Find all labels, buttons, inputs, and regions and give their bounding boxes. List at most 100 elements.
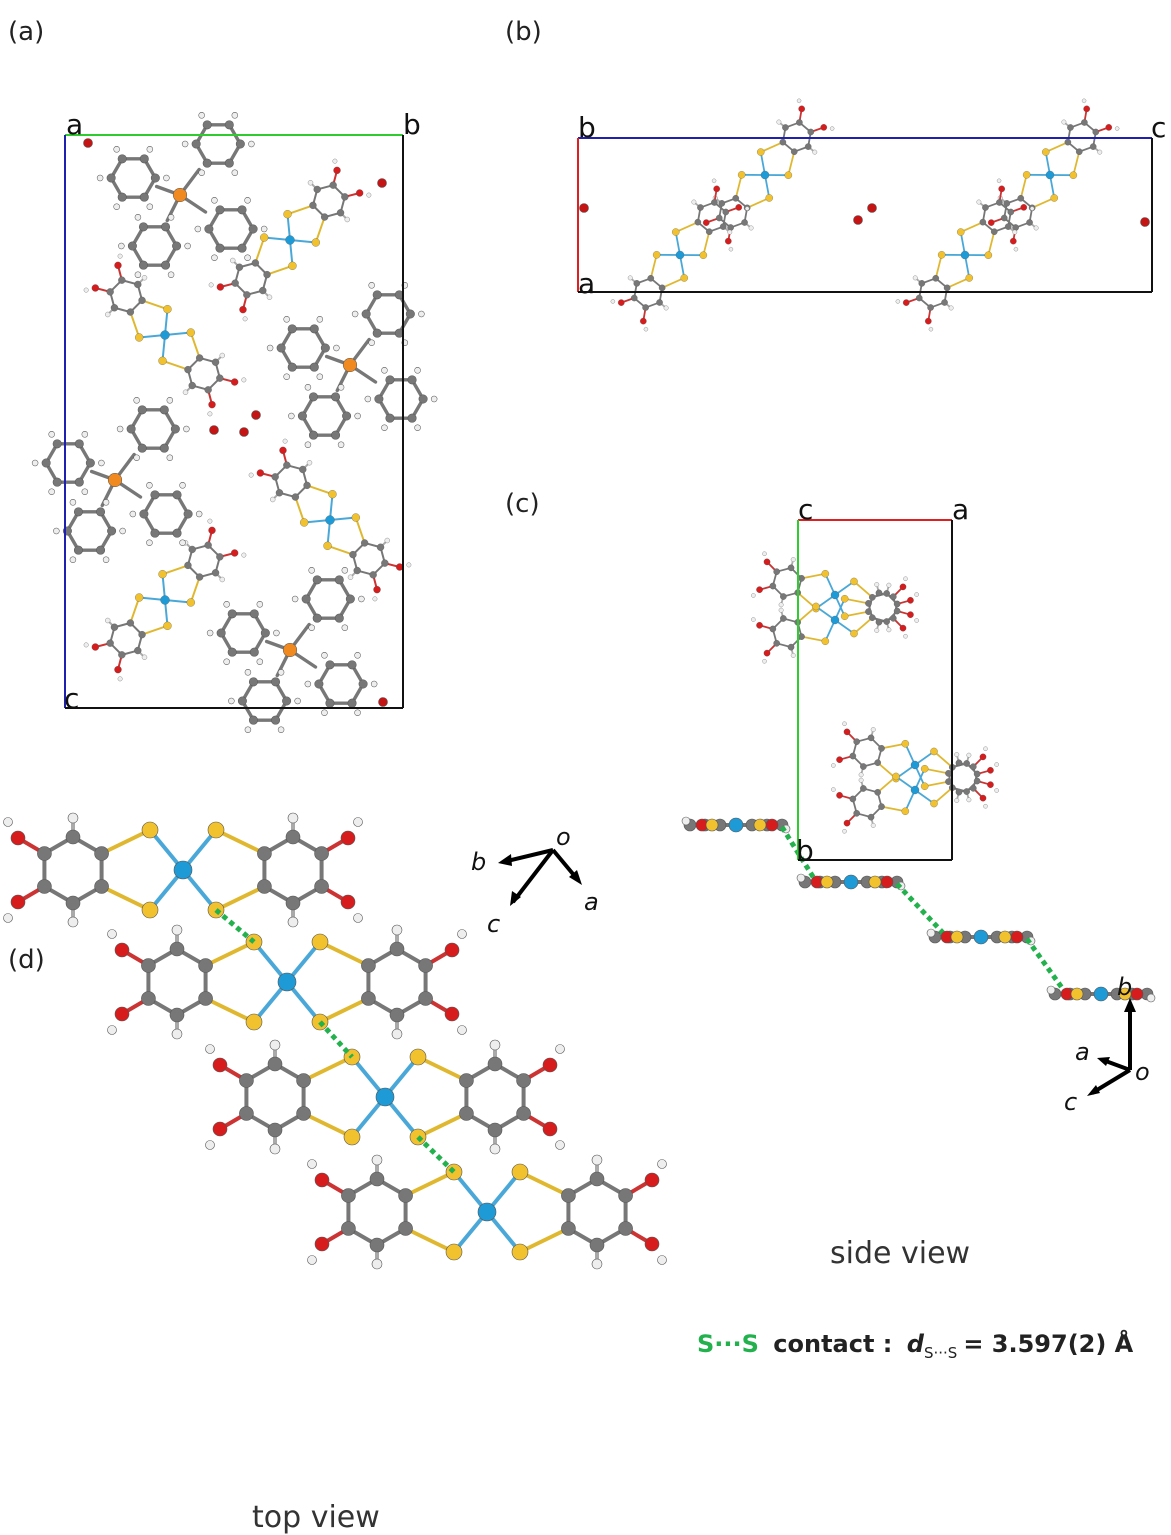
bond (643, 255, 665, 278)
atom (315, 880, 329, 894)
atom (956, 227, 966, 237)
bond (1032, 191, 1054, 214)
atom (271, 716, 280, 725)
atom (83, 287, 89, 293)
atom (854, 216, 863, 225)
atom (376, 1088, 394, 1106)
atom (724, 237, 733, 246)
atom (157, 355, 168, 366)
atom (228, 648, 237, 657)
atom (298, 412, 307, 421)
contact-value: = 3.597(2) Å (963, 1329, 1133, 1358)
atom (543, 1058, 557, 1072)
bond (980, 232, 1002, 255)
atom (32, 460, 38, 466)
atom (113, 260, 123, 270)
atom (66, 830, 80, 844)
atom (1141, 218, 1150, 227)
atom (951, 931, 963, 943)
atom (11, 831, 25, 845)
atom (652, 250, 662, 260)
atom (341, 895, 355, 909)
axis-label: a (584, 888, 599, 916)
atom (216, 206, 225, 215)
atom (445, 943, 459, 957)
atom (103, 557, 109, 563)
atom (292, 596, 298, 602)
atom (728, 246, 734, 252)
atom (310, 363, 319, 372)
atom (907, 596, 915, 604)
atom (134, 592, 145, 603)
atom (90, 283, 100, 293)
atom (994, 762, 999, 767)
atom (118, 193, 127, 202)
cell-label: c (798, 493, 813, 526)
atom (203, 121, 212, 130)
atom (381, 367, 387, 373)
atom (118, 243, 124, 249)
atom (592, 1155, 602, 1165)
atom (120, 528, 126, 534)
atom (268, 1057, 282, 1071)
atom (987, 781, 995, 789)
bond (882, 801, 906, 817)
atom (250, 648, 258, 657)
atom (248, 472, 254, 478)
atom (619, 1222, 633, 1236)
atom (135, 214, 141, 220)
bond (780, 152, 802, 175)
axis-label: a (1075, 1038, 1090, 1066)
atom (490, 1040, 500, 1050)
atom (914, 618, 919, 623)
bond (728, 175, 750, 198)
atom (4, 818, 13, 827)
atom (674, 249, 685, 260)
atom (108, 1026, 117, 1035)
atom (778, 607, 784, 613)
atom (284, 316, 290, 322)
atom (114, 204, 120, 210)
atom (842, 721, 847, 726)
atom (95, 880, 109, 894)
atom (173, 188, 187, 202)
atom (886, 627, 892, 633)
atom (331, 431, 340, 440)
atom (1013, 246, 1019, 252)
atom (415, 425, 421, 431)
contact-symbol: d (907, 1330, 925, 1358)
atom (645, 1237, 659, 1251)
atom (211, 197, 217, 203)
atom (207, 400, 217, 410)
atom (207, 411, 213, 417)
bond (802, 631, 826, 647)
atom (313, 614, 322, 623)
panel-label: (c) (505, 489, 540, 519)
atom (257, 880, 271, 894)
atom (140, 193, 149, 202)
atom (974, 930, 988, 944)
atom (580, 204, 589, 213)
atom (305, 681, 311, 687)
atom (1022, 170, 1032, 180)
atom (208, 822, 224, 838)
atom (216, 244, 225, 253)
atom (305, 442, 311, 448)
cation (32, 397, 202, 562)
atom (759, 169, 770, 180)
atom (82, 431, 88, 437)
atom (881, 876, 893, 888)
atom (134, 397, 140, 403)
atom (174, 861, 192, 879)
atom (199, 112, 205, 118)
bond (163, 353, 188, 378)
bond (122, 312, 147, 337)
atom (199, 959, 213, 973)
atom (369, 282, 375, 288)
atom (252, 411, 261, 420)
atom (139, 261, 148, 270)
atom (903, 634, 908, 639)
caption: top view (252, 1500, 380, 1535)
bond (142, 618, 167, 643)
atom (645, 1173, 659, 1187)
